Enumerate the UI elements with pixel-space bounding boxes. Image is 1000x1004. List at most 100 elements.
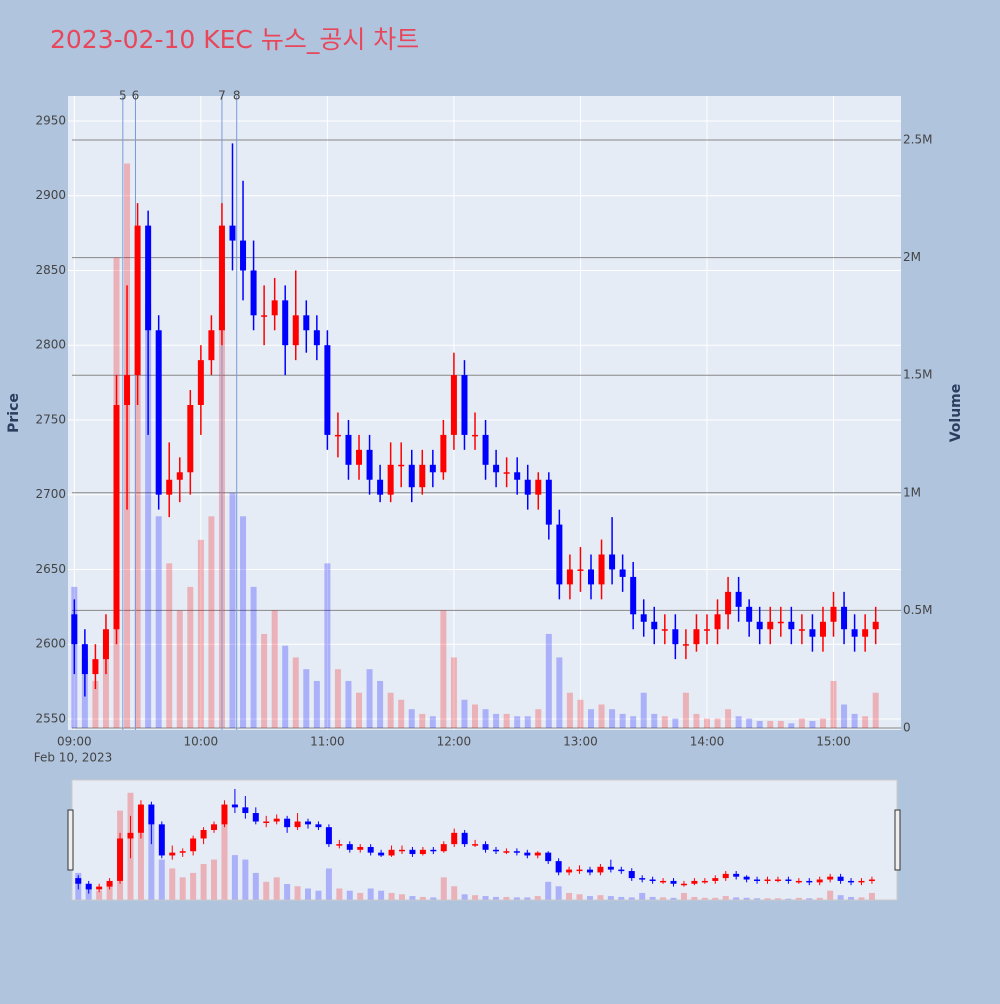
x-tick-label: 12:00 [437, 735, 472, 749]
mini-volume-bar [566, 892, 573, 900]
range-handle[interactable] [67, 809, 74, 871]
y-axis-title: Price [6, 393, 22, 433]
volume-bar [197, 539, 204, 729]
volume-bar [145, 304, 152, 729]
mini-volume-bar [597, 895, 604, 900]
candle-body [576, 869, 583, 872]
volume-bar [134, 375, 141, 729]
candle-body [124, 375, 131, 406]
candle-body [628, 871, 635, 879]
volume-bar [419, 713, 426, 729]
candle-body [524, 852, 531, 856]
candle-body [767, 621, 774, 630]
mini-volume-bar [743, 897, 750, 900]
mini-volume-bar [795, 897, 802, 900]
candle-body [282, 300, 289, 346]
candle-body [197, 360, 204, 406]
candle-body [284, 818, 291, 828]
y-tick-label: 2550 [35, 711, 66, 725]
y-tick-label: 2950 [35, 113, 66, 127]
candle-body [754, 879, 761, 882]
candle-body [545, 852, 552, 862]
candle-body [313, 330, 320, 346]
volume-bar [429, 716, 436, 729]
candle-body [534, 852, 541, 856]
mini-volume-bar [503, 896, 510, 900]
candle-body [158, 824, 165, 856]
volume-bar [672, 718, 679, 729]
mini-volume-bar [722, 896, 729, 900]
volume-bar [261, 633, 268, 729]
candle-body [430, 849, 437, 852]
candle-body [830, 606, 837, 622]
candle-body [85, 883, 92, 890]
candle-body [117, 838, 124, 881]
mini-volume-bar [451, 886, 458, 900]
mini-volume-bar [628, 897, 635, 900]
mini-volume-bar [284, 884, 291, 900]
x-tick-label: 13:00 [563, 735, 598, 749]
mini-volume-bar [733, 897, 740, 900]
candle-body [577, 569, 584, 571]
candle-body [566, 569, 573, 585]
annotation-label: 6 [132, 89, 140, 103]
candle-body [872, 621, 879, 630]
volume-bar [703, 718, 710, 729]
volume-bar [102, 633, 109, 729]
mini-volume-bar [764, 898, 771, 900]
candle-body [680, 883, 687, 886]
candle-body [461, 832, 468, 845]
volume-bar [303, 669, 310, 729]
volume-bar [577, 699, 584, 729]
candle-body [795, 880, 802, 883]
candle-body [661, 629, 668, 631]
volume-bar [250, 586, 257, 729]
candle-body [81, 644, 88, 675]
mini-volume-bar [221, 819, 228, 900]
candle-body [618, 869, 625, 872]
mini-volume-bar [294, 886, 301, 900]
volume-bar [345, 680, 352, 729]
candle-body [764, 879, 771, 882]
volume-bar [640, 692, 647, 729]
candle-body [809, 629, 816, 637]
candle-body [598, 554, 605, 585]
candle-body [221, 804, 228, 825]
candle-body [179, 851, 186, 853]
candle-body [472, 844, 479, 846]
candle-body [252, 813, 259, 822]
mini-volume-bar [169, 868, 176, 900]
range-handle[interactable] [894, 809, 901, 871]
mini-volume-bar [200, 864, 207, 900]
mini-volume-bar [660, 897, 667, 900]
volume-bar [767, 720, 774, 729]
candle-body [670, 880, 677, 884]
candle-body [566, 869, 573, 873]
candle-body [639, 878, 646, 880]
volume-bar [524, 716, 531, 729]
candle-body [208, 330, 215, 361]
candle-body [303, 315, 310, 331]
volume-bar [503, 713, 510, 729]
mini-volume-bar [472, 895, 479, 900]
candle-body [851, 629, 858, 637]
candle-body [816, 879, 823, 883]
candle-body [660, 880, 667, 883]
candle-body [336, 844, 343, 846]
candle-body [166, 479, 173, 495]
volume-bar [493, 713, 500, 729]
y-tick-label: 2850 [35, 263, 66, 277]
volume-bar [377, 680, 384, 729]
candle-body [409, 849, 416, 855]
volume-bar [408, 709, 415, 729]
volume-bar [756, 720, 763, 729]
mini-volume-bar [701, 897, 708, 900]
candle-body [242, 807, 249, 814]
volume-bar [746, 718, 753, 729]
mini-volume-bar [868, 892, 875, 900]
volume-bar [556, 657, 563, 729]
volume-bar [313, 680, 320, 729]
candle-body [492, 849, 499, 852]
candle-body [545, 479, 552, 525]
candle-body [261, 315, 268, 317]
